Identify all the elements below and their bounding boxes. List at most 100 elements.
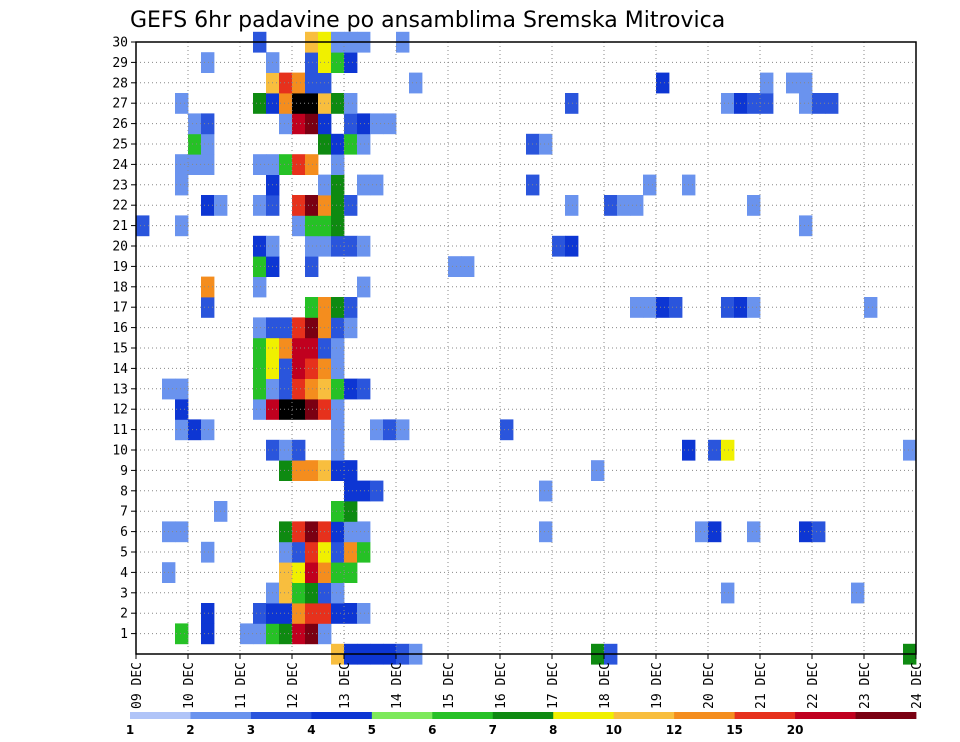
heatmap-cell (279, 460, 293, 481)
x-tick-label: 13 DEC (338, 662, 353, 709)
colorbar-segment (855, 712, 917, 719)
colorbar-label: 15 (726, 723, 743, 737)
heatmap-cell (721, 439, 735, 461)
heatmap-cell (305, 358, 319, 379)
heatmap-cell (539, 521, 553, 543)
heatmap-cell (175, 154, 189, 175)
heatmap-cell (552, 235, 566, 257)
colorbar-segment (795, 712, 856, 719)
x-tick-label: 12 DEC (286, 662, 301, 709)
heatmap-cell (175, 419, 189, 441)
heatmap-cell (279, 317, 293, 339)
heatmap-cell (331, 52, 345, 73)
colorbar-legend: 1 2 3 4 5 6 7 8 10 12 15 20 (126, 712, 917, 737)
y-tick-label: 17 (112, 301, 128, 316)
heatmap-cell (643, 297, 657, 318)
heatmap-cell (565, 93, 579, 114)
heatmap-cell (292, 195, 306, 216)
x-tick-label: 17 DEC (546, 662, 561, 709)
heatmap-cell (344, 297, 358, 318)
heatmap-cell (253, 195, 267, 216)
heatmap-cell (201, 603, 215, 624)
heatmap-cell (331, 154, 345, 175)
heatmap-cell (344, 133, 358, 155)
y-tick-label: 14 (112, 362, 128, 377)
heatmap-cell (292, 603, 306, 624)
heatmap-cell (305, 93, 319, 114)
heatmap-cell (305, 195, 319, 216)
colorbar-segment (130, 712, 191, 719)
y-tick-label: 4 (120, 566, 128, 581)
colorbar-segment (674, 712, 736, 719)
x-tick-label: 11 DEC (234, 662, 249, 709)
heatmap-cell (825, 93, 839, 114)
heatmap-cell (747, 521, 761, 543)
heatmap-cell (188, 133, 202, 155)
heatmap-cell (643, 174, 657, 196)
heatmap-cell (305, 582, 319, 604)
heatmap-cell (760, 93, 774, 114)
y-tick-label: 23 (112, 178, 128, 193)
heatmap-cell (344, 195, 358, 216)
heatmap-cell (539, 480, 553, 502)
heatmap-cell (331, 133, 345, 155)
heatmap-cell (799, 521, 813, 543)
heatmap-cell (721, 582, 735, 604)
heatmap-cell (747, 93, 761, 114)
y-tick-label: 8 (120, 484, 128, 499)
x-tick-label: 21 DEC (754, 662, 769, 709)
heatmap-cell (305, 541, 319, 563)
heatmap-cell (279, 603, 293, 624)
heatmap-cell (357, 113, 371, 135)
heatmap-cell (721, 93, 735, 114)
heatmap-cell (175, 215, 189, 237)
heatmap-cell (357, 521, 371, 543)
x-tick-label: 09 DEC (130, 662, 145, 709)
heatmap-cell (812, 93, 826, 114)
heatmap-cell (344, 480, 358, 502)
heatmap-cell (331, 317, 345, 339)
heatmap-cell (279, 582, 293, 604)
colorbar-label: 8 (549, 723, 557, 737)
y-tick-label: 5 (120, 546, 128, 561)
colorbar-segment (250, 712, 312, 719)
y-tick-label: 10 (112, 444, 128, 459)
heatmap-cell (357, 378, 371, 400)
heatmap-cell (305, 460, 319, 481)
heatmap-cell (305, 562, 319, 583)
heatmap-cell (253, 399, 267, 420)
heatmap-cell (656, 72, 670, 94)
heatmap-cell (175, 521, 189, 543)
heatmap-cell (292, 541, 306, 563)
heatmap-cell (279, 541, 293, 563)
colorbar-label: 12 (666, 723, 683, 737)
heatmap-cell (721, 297, 735, 318)
heatmap-cell (305, 72, 319, 94)
heatmap-cell (279, 521, 293, 543)
chart-title: GEFS 6hr padavine po ansamblima Sremska … (130, 8, 725, 33)
x-tick-label: 16 DEC (494, 662, 509, 709)
heatmap-cell (747, 195, 761, 216)
heatmap-cell (851, 582, 865, 604)
heatmap-cell (331, 195, 345, 216)
heatmap-cell (253, 256, 267, 277)
x-tick-label: 18 DEC (598, 662, 613, 709)
y-tick-label: 11 (112, 423, 128, 438)
heatmap-cell (201, 541, 215, 563)
heatmap-cell (305, 317, 319, 339)
heatmap-cell (448, 256, 462, 277)
heatmap-cell (292, 582, 306, 604)
y-tick-label: 7 (120, 505, 128, 520)
colorbar-label: 3 (247, 723, 255, 737)
heatmap-cell (591, 460, 605, 481)
colorbar-label: 1 (126, 723, 134, 737)
heatmap-cell (331, 235, 345, 257)
y-tick-label: 6 (120, 525, 128, 540)
y-tick-label: 18 (112, 280, 128, 295)
y-tick-label: 20 (112, 240, 128, 255)
heatmap-cell (656, 297, 670, 318)
colorbar-segment (553, 712, 615, 719)
heatmap-cell (331, 358, 345, 379)
heatmap-cell (331, 378, 345, 400)
